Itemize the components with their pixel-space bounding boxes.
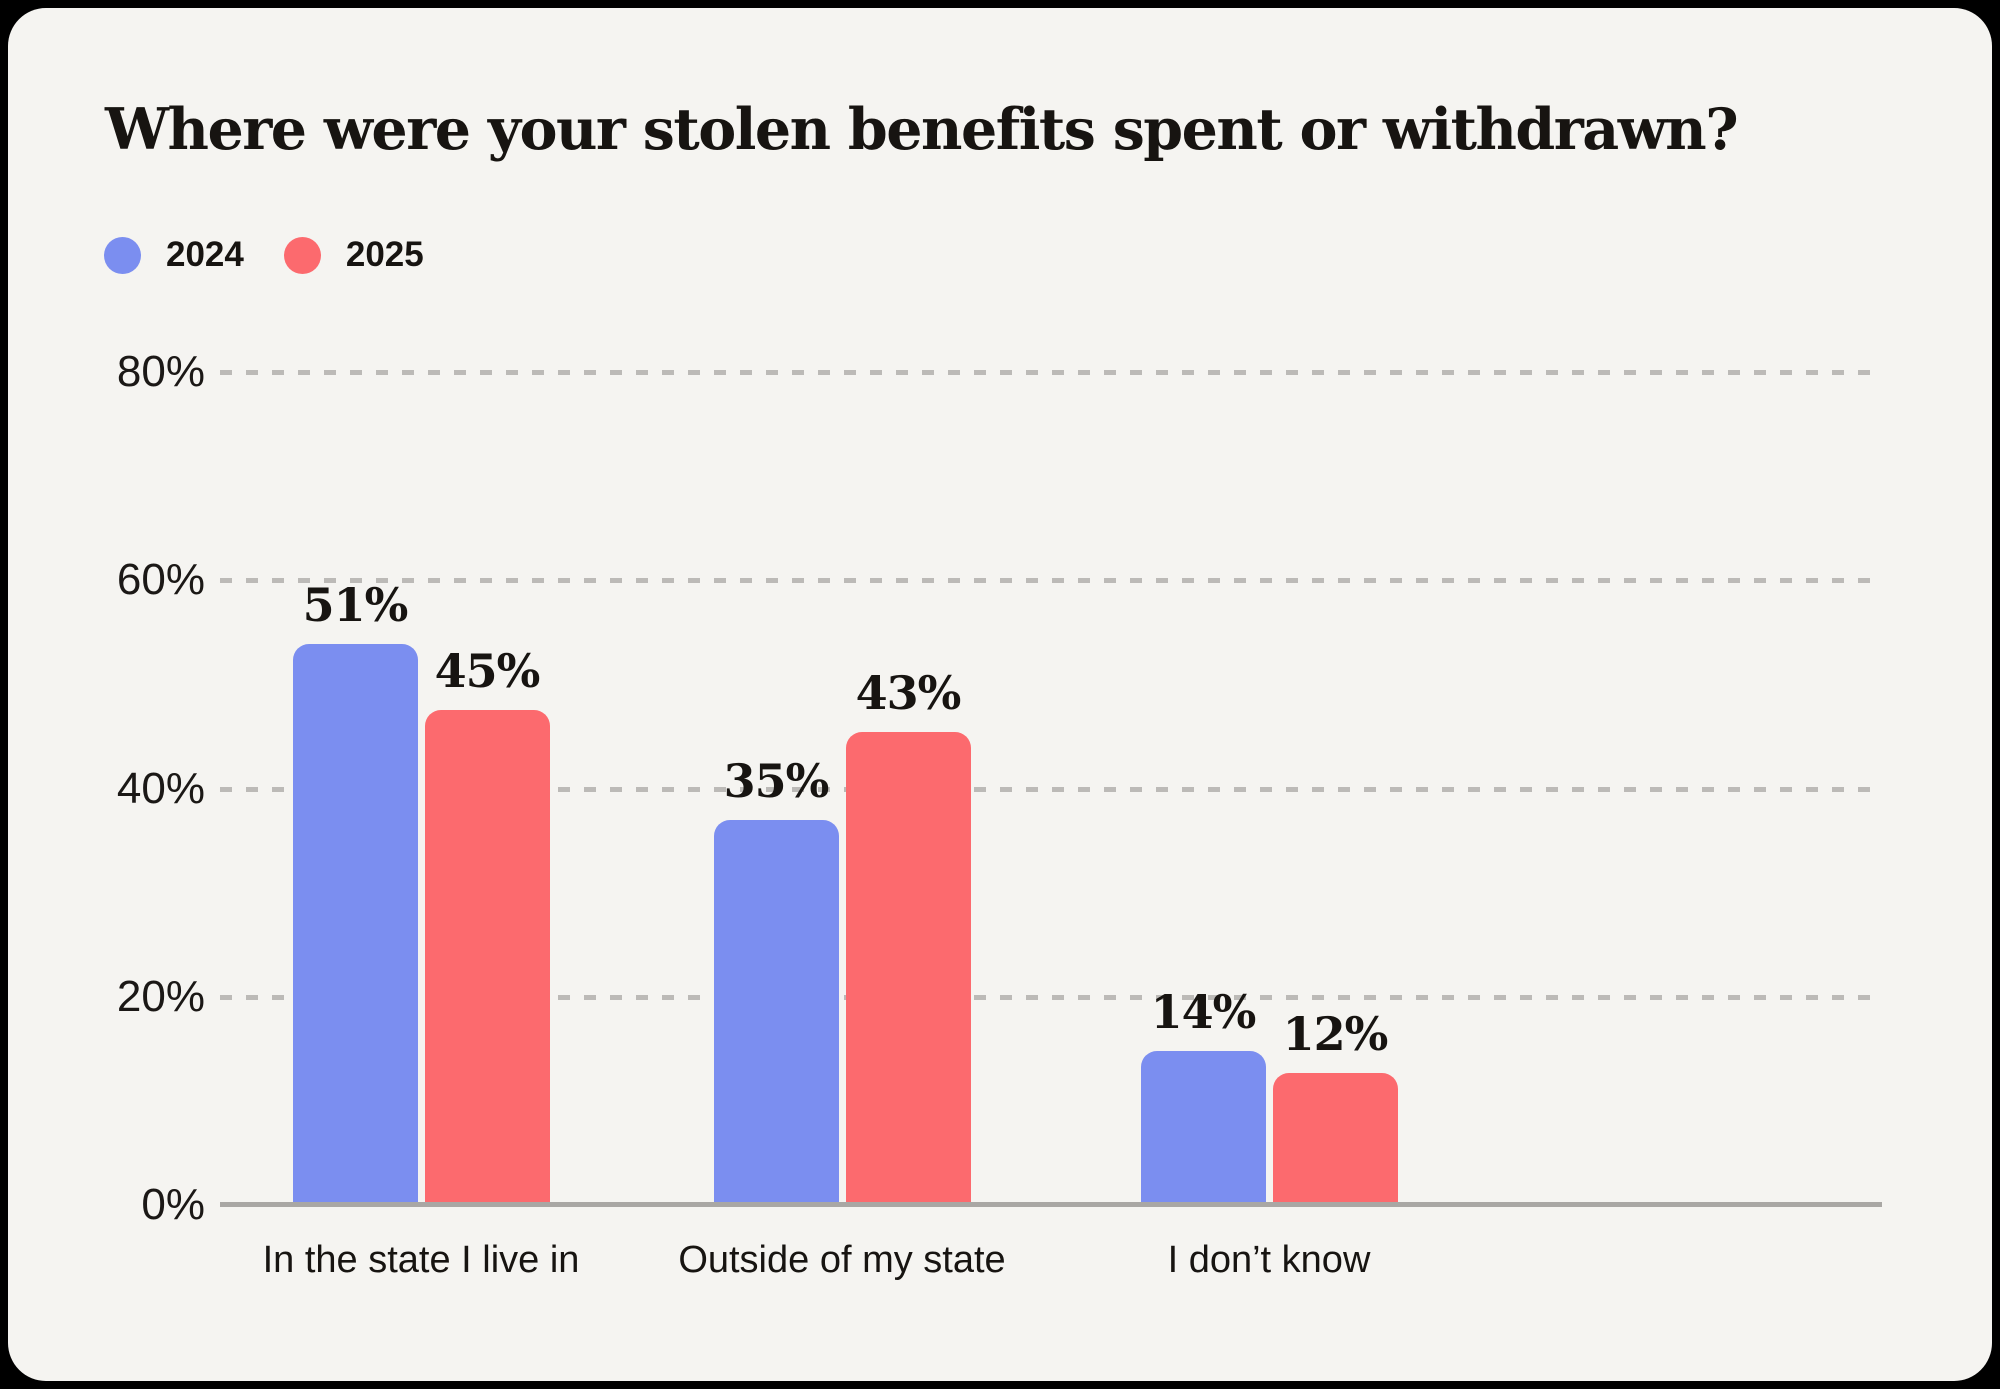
legend-dot-icon — [104, 236, 141, 274]
gridline-20% — [220, 994, 1882, 1000]
legend-label: 2024 — [166, 235, 244, 274]
legend-item-2024: 2024 — [104, 235, 244, 275]
bar-2024-3 — [1140, 1051, 1266, 1205]
gridline-80% — [220, 370, 1882, 375]
bar-group-2: 35% 43% — [713, 372, 971, 1205]
gridline-40% — [220, 786, 1882, 792]
legend: 2024 2025 — [104, 235, 424, 275]
bar-group-3: 14% 12% — [1140, 372, 1398, 1205]
gridline-60% — [220, 578, 1882, 584]
bar-2024-1 — [292, 644, 418, 1205]
bar-value-label: 12% — [1282, 1007, 1389, 1061]
bar-value-label: 35% — [723, 754, 830, 808]
legend-dot-icon — [283, 236, 321, 274]
bar-2025-2 — [845, 732, 971, 1205]
y-tick-label: 40% — [116, 763, 205, 813]
bar-value-label: 51% — [302, 578, 409, 632]
bar-value-label: 43% — [855, 666, 962, 720]
x-tick-label: In the state I live in — [262, 1239, 580, 1281]
bar-value-label: 45% — [434, 644, 541, 698]
bar-value-label: 14% — [1150, 985, 1257, 1039]
x-axis-line — [220, 1202, 1882, 1207]
y-tick-label: 60% — [116, 555, 205, 605]
bar-group-1: 51% 45% — [292, 372, 550, 1205]
bar-2025-1 — [424, 710, 550, 1205]
bar-2025-3 — [1272, 1073, 1398, 1205]
x-tick-label: I don’t know — [1167, 1239, 1371, 1281]
chart-title: Where were your stolen benefits spent or… — [105, 96, 1739, 163]
legend-label: 2025 — [345, 235, 424, 274]
y-tick-label: 0% — [141, 1180, 205, 1229]
x-tick-label: Outside of my state — [678, 1239, 1006, 1281]
chart-card: Where were your stolen benefits spent or… — [8, 8, 1992, 1381]
bar-2024-2 — [713, 820, 839, 1205]
legend-item-2025: 2025 — [283, 235, 424, 275]
y-tick-label: 80% — [116, 347, 205, 396]
plot-area: 51% 45% In the state I live in 35% 43% Outsid… — [220, 370, 1882, 1281]
y-tick-label: 20% — [116, 971, 205, 1021]
